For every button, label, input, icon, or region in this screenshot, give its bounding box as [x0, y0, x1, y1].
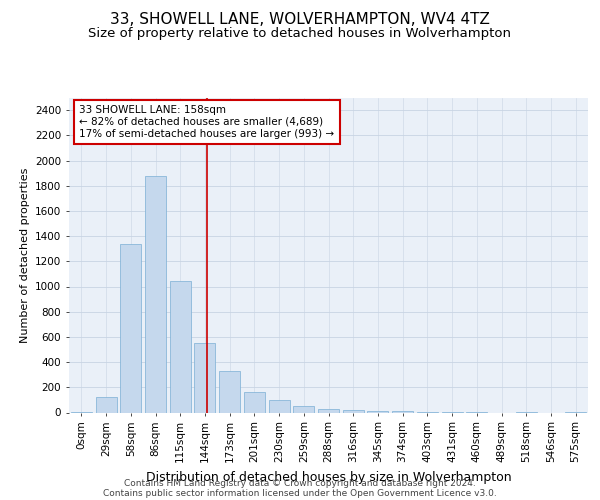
- Bar: [293, 406, 314, 412]
- Bar: [269, 400, 290, 412]
- Text: Size of property relative to detached houses in Wolverhampton: Size of property relative to detached ho…: [89, 28, 511, 40]
- Bar: [343, 410, 364, 412]
- Bar: [219, 371, 240, 412]
- Text: 33, SHOWELL LANE, WOLVERHAMPTON, WV4 4TZ: 33, SHOWELL LANE, WOLVERHAMPTON, WV4 4TZ: [110, 12, 490, 28]
- Bar: [367, 410, 388, 412]
- Bar: [194, 343, 215, 412]
- X-axis label: Distribution of detached houses by size in Wolverhampton: Distribution of detached houses by size …: [146, 470, 511, 484]
- Bar: [170, 282, 191, 412]
- Text: 33 SHOWELL LANE: 158sqm
← 82% of detached houses are smaller (4,689)
17% of semi: 33 SHOWELL LANE: 158sqm ← 82% of detache…: [79, 106, 335, 138]
- Bar: [392, 411, 413, 412]
- Text: Contains public sector information licensed under the Open Government Licence v3: Contains public sector information licen…: [103, 488, 497, 498]
- Bar: [145, 176, 166, 412]
- Bar: [120, 244, 141, 412]
- Bar: [318, 409, 339, 412]
- Y-axis label: Number of detached properties: Number of detached properties: [20, 168, 29, 342]
- Bar: [95, 398, 116, 412]
- Bar: [244, 392, 265, 412]
- Text: Contains HM Land Registry data © Crown copyright and database right 2024.: Contains HM Land Registry data © Crown c…: [124, 478, 476, 488]
